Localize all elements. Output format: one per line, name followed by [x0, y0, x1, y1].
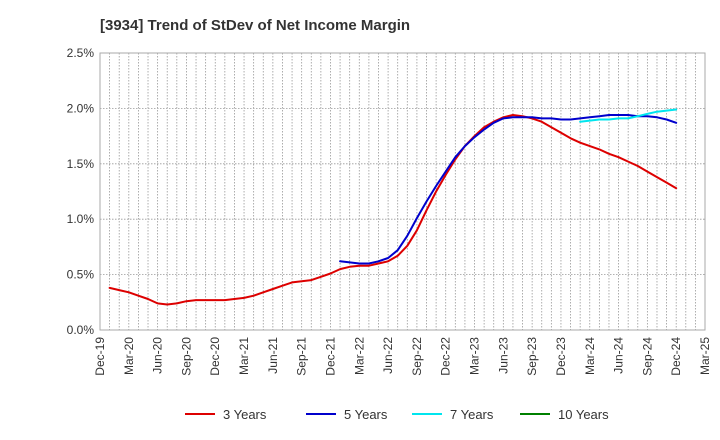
x-tick-label: Jun-20 — [151, 337, 165, 374]
x-tick-label: Sep-21 — [295, 337, 309, 376]
x-tick-label: Sep-20 — [179, 337, 193, 376]
x-tick-label: Jun-21 — [266, 337, 280, 374]
legend: 3 Years 5 Years 7 Years 10 Years — [185, 407, 609, 422]
x-tick-label: Dec-23 — [554, 337, 568, 376]
grid — [99, 52, 706, 331]
y-tick-label: 0.0% — [67, 323, 95, 337]
y-tick-label: 2.0% — [67, 101, 95, 115]
x-tick-label: Dec-19 — [93, 337, 107, 376]
x-tick-label: Jun-22 — [381, 337, 395, 374]
y-tick-label: 1.5% — [67, 157, 95, 171]
series-layer — [108, 108, 678, 306]
plot-frame — [99, 52, 706, 331]
x-tick-label: Dec-21 — [323, 337, 337, 376]
x-tick-label: Mar-22 — [352, 337, 366, 375]
y-tick-label: 0.5% — [67, 268, 95, 282]
x-tick-label: Sep-22 — [410, 337, 424, 376]
x-tick-label: Sep-24 — [640, 337, 654, 376]
series-line-5-years — [339, 114, 678, 265]
x-tick-label: Dec-22 — [439, 337, 453, 376]
x-tick-label: Dec-24 — [669, 337, 683, 376]
x-tick-label: Mar-20 — [122, 337, 136, 375]
y-axis: 0.0% 0.5% 1.0% 1.5% 2.0% 2.5% — [67, 46, 95, 337]
legend-label-7-years: 7 Years — [450, 407, 494, 422]
x-tick-label: Mar-24 — [583, 337, 597, 375]
x-tick-label: Mar-21 — [237, 337, 251, 375]
series-line-7-years — [579, 108, 678, 123]
x-tick-label: Jun-23 — [496, 337, 510, 374]
x-tick-label: Sep-23 — [525, 337, 539, 376]
y-tick-label: 2.5% — [67, 46, 95, 60]
x-tick-label: Mar-23 — [468, 337, 482, 375]
legend-label-5-years: 5 Years — [344, 407, 388, 422]
y-tick-label: 1.0% — [67, 212, 95, 226]
legend-label-10-years: 10 Years — [558, 407, 609, 422]
x-tick-label: Jun-24 — [612, 337, 626, 374]
series-line-3-years — [108, 114, 678, 306]
legend-label-3-years: 3 Years — [223, 407, 267, 422]
x-tick-label: Dec-20 — [208, 337, 222, 376]
x-axis: Dec-19 Mar-20 Jun-20 Sep-20 Dec-20 Mar-21 Jun-… — [93, 337, 712, 376]
chart-title: [3934] Trend of StDev of Net Income Marg… — [100, 17, 410, 34]
x-tick-label: Mar-25 — [698, 337, 712, 375]
